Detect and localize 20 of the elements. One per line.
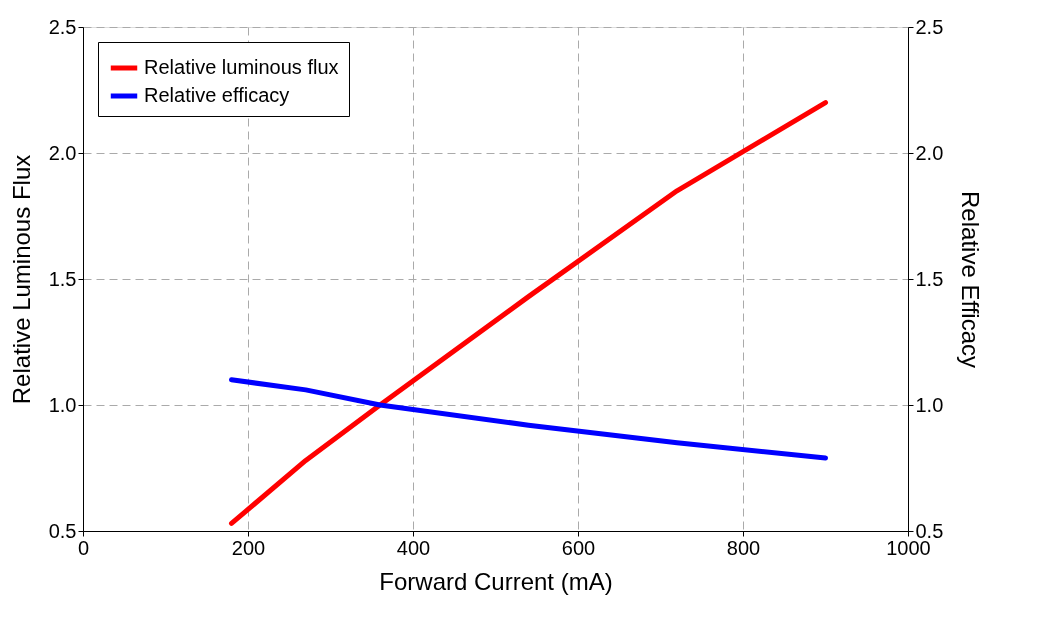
- x-axis-title: Forward Current (mA): [379, 567, 613, 595]
- y2-tick-label: 1.5: [915, 267, 944, 290]
- legend-label: Relative luminous flux: [144, 56, 339, 78]
- legend-label: Relative efficacy: [144, 84, 290, 106]
- y2-tick-label: 2.0: [915, 141, 944, 164]
- y-tick-label: 1.5: [48, 267, 77, 290]
- x-tick-label: 0: [77, 536, 90, 559]
- x-tick-label: 400: [396, 536, 431, 559]
- x-tick-label: 800: [726, 536, 761, 559]
- y2-tick-label: 0.5: [915, 519, 944, 542]
- y2-axis-title: Relative Efficacy: [957, 191, 985, 368]
- x-tick-label: 600: [561, 536, 596, 559]
- y2-tick-label: 2.5: [915, 15, 944, 38]
- y-tick-label: 2.5: [48, 15, 77, 38]
- y2-tick-label: 1.0: [915, 393, 944, 416]
- y-tick-label: 0.5: [48, 519, 77, 542]
- x-tick-label: 200: [231, 536, 266, 559]
- y-tick-label: 1.0: [48, 393, 77, 416]
- y-axis-title: Relative Luminous Flux: [7, 154, 35, 405]
- y-tick-label: 2.0: [48, 141, 77, 164]
